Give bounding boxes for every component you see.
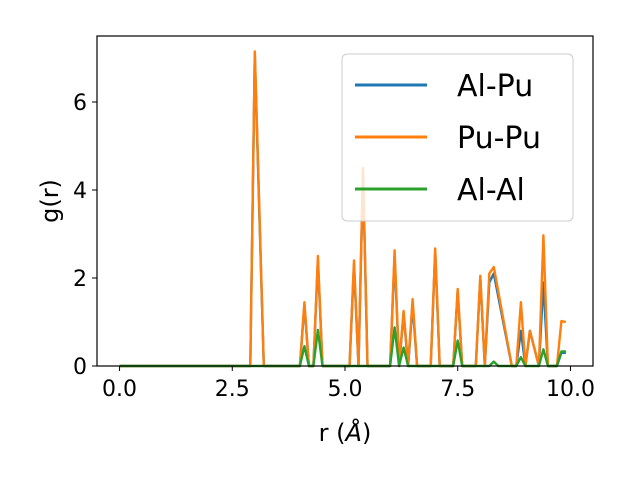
y-tick-label: 0 bbox=[73, 355, 87, 380]
legend-label-al-pu: Al-Pu bbox=[457, 69, 533, 104]
x-axis-label: r (Å) bbox=[319, 418, 372, 447]
x-axis: 0.0 2.5 5.0 7.5 10.0 bbox=[102, 366, 595, 402]
y-tick-label: 2 bbox=[73, 267, 87, 292]
series-line-al-al bbox=[119, 326, 566, 368]
y-tick-label: 6 bbox=[73, 91, 87, 116]
x-tick-label: 5.0 bbox=[328, 377, 363, 402]
x-axis-unit: Å bbox=[344, 418, 362, 447]
legend-label-al-al: Al-Al bbox=[457, 173, 525, 208]
y-axis-label: g(r) bbox=[36, 179, 64, 223]
y-axis: 0 2 4 6 bbox=[73, 91, 97, 380]
y-tick-label: 4 bbox=[73, 179, 87, 204]
legend-label-pu-pu: Pu-Pu bbox=[457, 121, 541, 156]
x-tick-label: 7.5 bbox=[440, 377, 475, 402]
x-tick-label: 10.0 bbox=[546, 377, 595, 402]
x-tick-label: 0.0 bbox=[102, 377, 137, 402]
x-tick-label: 2.5 bbox=[215, 377, 250, 402]
legend: Al-Pu Pu-Pu Al-Al bbox=[341, 53, 574, 222]
legend-box bbox=[341, 53, 574, 222]
